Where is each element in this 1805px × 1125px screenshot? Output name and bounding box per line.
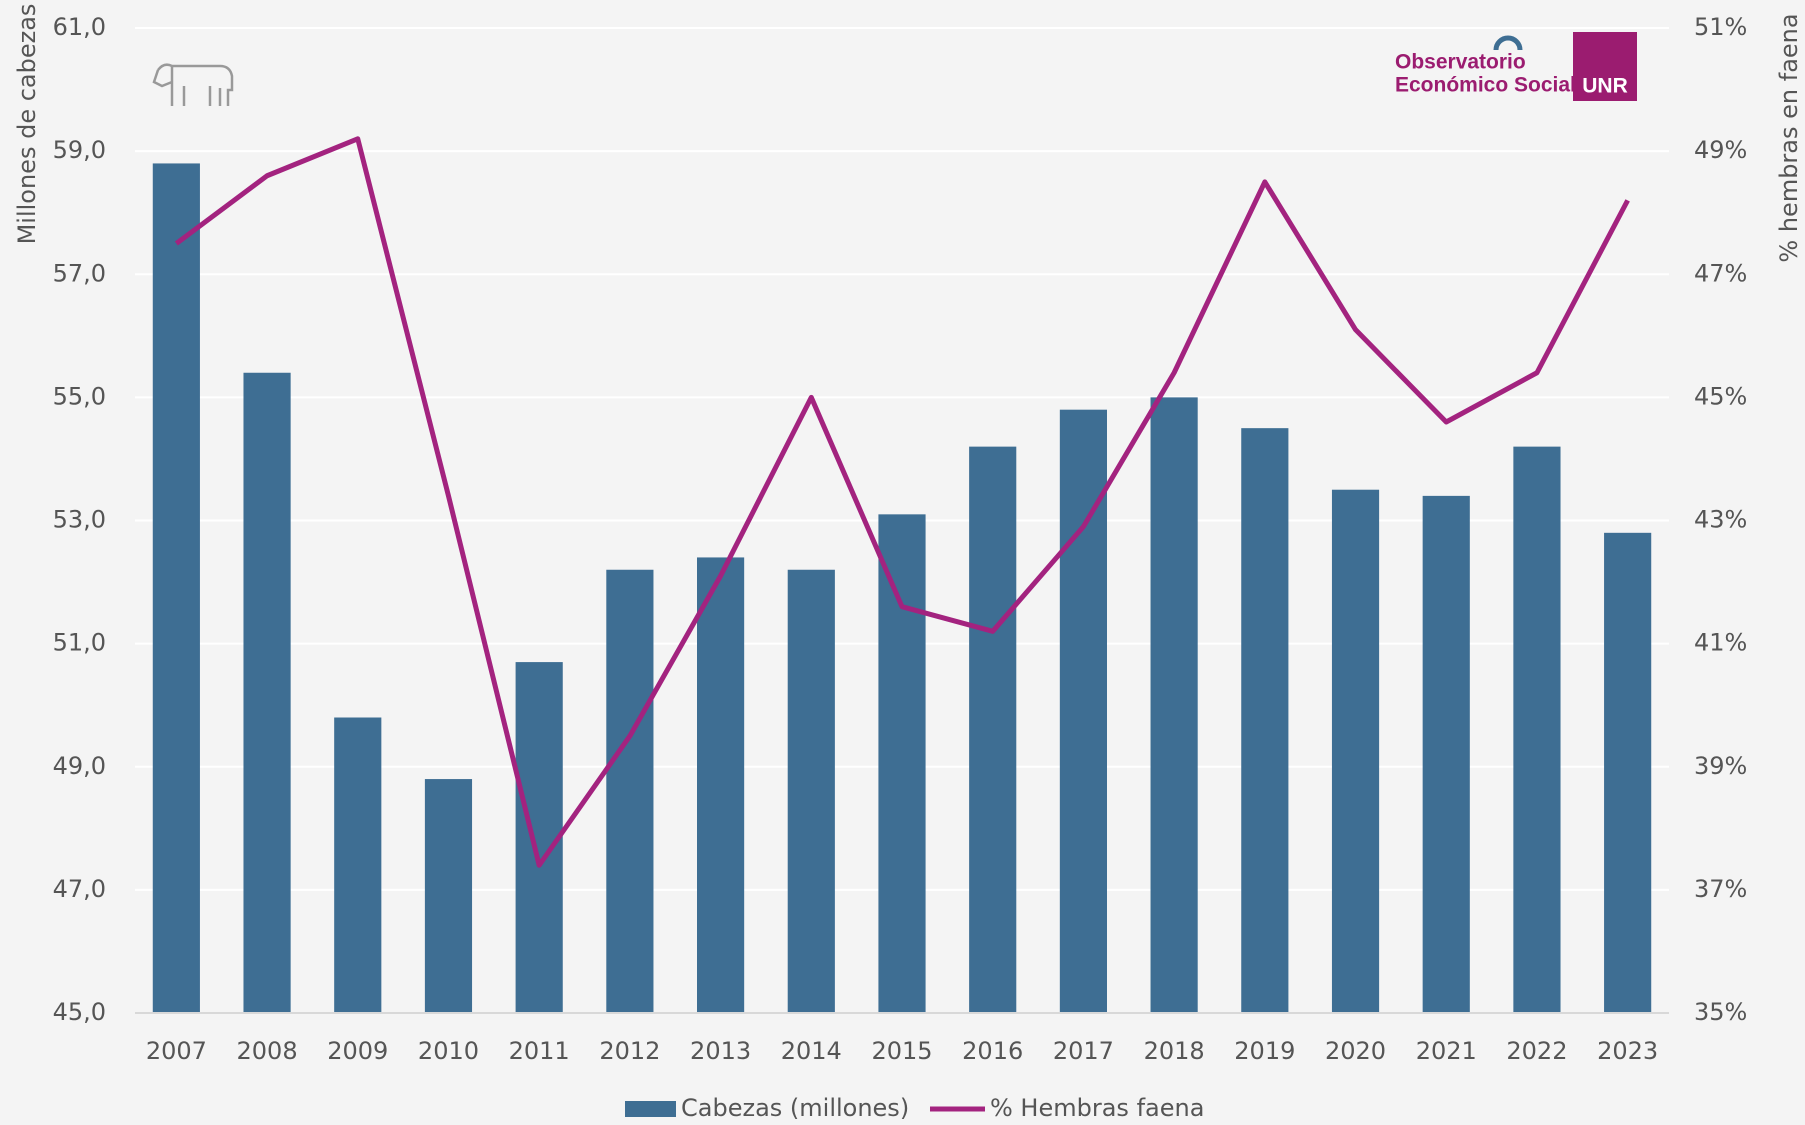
y2-tick-label: 37%	[1694, 875, 1747, 903]
x-tick-label: 2011	[509, 1037, 570, 1065]
y-tick-label: 57,0	[53, 259, 106, 287]
logo-badge-text: UNR	[1582, 75, 1628, 98]
x-tick-label: 2010	[418, 1037, 479, 1065]
bar	[697, 557, 745, 1013]
logo: Observatorio Económico Social UNR	[1395, 32, 1637, 101]
y-tick-label: 47,0	[53, 875, 106, 903]
bar	[515, 662, 563, 1013]
y-tick-label: 55,0	[53, 382, 106, 410]
legend-label: % Hembras faena	[990, 1094, 1204, 1122]
bar	[1150, 397, 1198, 1013]
y2-tick-label: 43%	[1694, 506, 1747, 534]
y-tick-label: 45,0	[53, 998, 106, 1026]
bar	[1604, 532, 1652, 1013]
bar	[1422, 495, 1470, 1013]
x-tick-label: 2009	[327, 1037, 388, 1065]
y-tick-label: 59,0	[53, 136, 106, 164]
logo-badge	[1573, 32, 1637, 101]
x-tick-label: 2017	[1053, 1037, 1114, 1065]
y2-axis-label: % hembras en faena	[1775, 13, 1803, 262]
logo-text: Económico Social	[1395, 74, 1576, 97]
y2-tick-label: 41%	[1694, 629, 1747, 657]
x-tick-label: 2008	[237, 1037, 298, 1065]
y-tick-label: 51,0	[53, 629, 106, 657]
bar	[243, 372, 291, 1013]
x-tick-label: 2015	[871, 1037, 932, 1065]
bar	[152, 163, 200, 1013]
y2-tick-label: 39%	[1694, 752, 1747, 780]
logo-arc	[1493, 35, 1523, 51]
y-tick-label: 61,0	[53, 13, 106, 41]
bar	[787, 569, 835, 1013]
logo-text: Observatorio	[1395, 51, 1526, 74]
x-tick-label: 2007	[146, 1037, 207, 1065]
y2-tick-label: 45%	[1694, 382, 1747, 410]
bar	[424, 779, 473, 1013]
bar	[1331, 489, 1380, 1013]
bar	[1241, 428, 1289, 1013]
y-tick-label: 49,0	[53, 752, 106, 780]
y-tick-label: 53,0	[53, 506, 106, 534]
y2-tick-label: 51%	[1694, 13, 1747, 41]
x-tick-label: 2020	[1325, 1037, 1386, 1065]
x-tick-label: 2023	[1597, 1037, 1658, 1065]
x-tick-label: 2021	[1416, 1037, 1477, 1065]
y2-tick-label: 47%	[1694, 259, 1747, 287]
line	[174, 136, 1630, 868]
x-tick-label: 2018	[1144, 1037, 1205, 1065]
y-axis-label: Millones de cabezas	[13, 4, 41, 245]
y2-tick-label: 35%	[1694, 998, 1747, 1026]
y2-tick-label: 49%	[1694, 136, 1747, 164]
bar	[606, 569, 654, 1013]
x-tick-label: 2019	[1234, 1037, 1295, 1065]
legend-label: Cabezas (millones)	[681, 1094, 909, 1122]
bar	[1059, 409, 1107, 1013]
cow-icon	[152, 63, 234, 106]
x-tick-label: 2016	[962, 1037, 1023, 1065]
x-tick-label: 2012	[599, 1037, 660, 1065]
x-tick-label: 2014	[781, 1037, 842, 1065]
x-tick-label: 2022	[1506, 1037, 1567, 1065]
bar	[878, 514, 926, 1013]
bar	[1513, 446, 1561, 1013]
x-tick-label: 2013	[690, 1037, 751, 1065]
legend-swatch	[625, 1101, 676, 1117]
bar	[334, 717, 382, 1013]
bar	[969, 446, 1017, 1013]
